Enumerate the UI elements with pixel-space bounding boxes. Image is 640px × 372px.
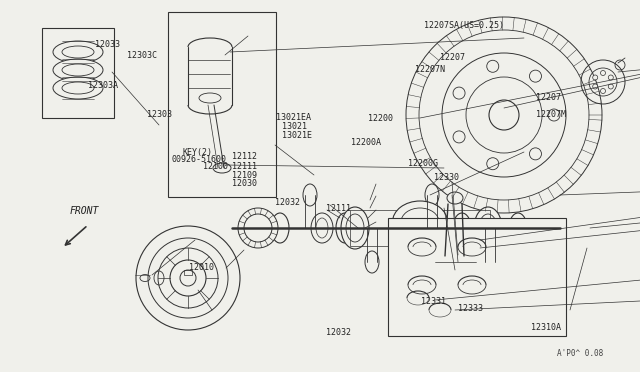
Text: FRONT: FRONT: [69, 206, 99, 216]
Text: 00926-51600: 00926-51600: [172, 155, 227, 164]
Ellipse shape: [447, 192, 463, 204]
Text: 13021: 13021: [282, 122, 307, 131]
Text: 12331: 12331: [421, 297, 446, 306]
Circle shape: [608, 84, 613, 89]
Circle shape: [238, 208, 278, 248]
Ellipse shape: [53, 59, 103, 81]
Text: 12030: 12030: [232, 179, 257, 187]
Ellipse shape: [346, 214, 364, 242]
Text: 12010: 12010: [189, 263, 214, 272]
Text: 12207: 12207: [536, 93, 561, 102]
Ellipse shape: [62, 46, 94, 58]
Ellipse shape: [474, 207, 502, 249]
Text: 12303A: 12303A: [88, 81, 118, 90]
Ellipse shape: [341, 207, 369, 249]
Text: 13021EA: 13021EA: [276, 113, 312, 122]
Circle shape: [608, 75, 613, 80]
Ellipse shape: [62, 64, 94, 76]
Circle shape: [600, 89, 605, 93]
Ellipse shape: [392, 201, 447, 243]
Ellipse shape: [53, 41, 103, 63]
Ellipse shape: [396, 213, 414, 243]
Text: 12112: 12112: [232, 153, 257, 161]
Circle shape: [593, 84, 598, 89]
Bar: [184, 270, 192, 275]
Text: 12111: 12111: [326, 204, 351, 213]
Text: 12330: 12330: [434, 173, 459, 182]
Text: 12200A: 12200A: [351, 138, 381, 147]
Ellipse shape: [425, 184, 439, 206]
Ellipse shape: [401, 208, 439, 236]
Ellipse shape: [434, 247, 476, 277]
Ellipse shape: [271, 213, 289, 243]
Ellipse shape: [453, 213, 471, 243]
Text: 12310A: 12310A: [531, 323, 561, 332]
Circle shape: [600, 71, 605, 76]
Ellipse shape: [303, 184, 317, 206]
Text: 12303C: 12303C: [127, 51, 157, 60]
Text: 12207M: 12207M: [536, 110, 566, 119]
Text: 12100: 12100: [203, 162, 228, 171]
Ellipse shape: [411, 207, 439, 249]
Ellipse shape: [441, 252, 469, 272]
Ellipse shape: [53, 77, 103, 99]
Bar: [42, 28, 114, 118]
Text: 12303: 12303: [147, 110, 172, 119]
Text: 12109: 12109: [232, 171, 257, 180]
Text: 12207SA(US=0.25): 12207SA(US=0.25): [424, 21, 504, 30]
Circle shape: [244, 214, 272, 242]
Text: 12333: 12333: [458, 304, 483, 313]
Text: 12033: 12033: [95, 40, 120, 49]
Ellipse shape: [311, 213, 333, 243]
Text: 12200G: 12200G: [408, 159, 438, 168]
Text: 12200: 12200: [368, 114, 393, 123]
Text: 12032: 12032: [326, 328, 351, 337]
Bar: [168, 12, 276, 197]
Circle shape: [593, 75, 598, 80]
Text: 12207: 12207: [440, 53, 465, 62]
Ellipse shape: [479, 214, 497, 242]
Ellipse shape: [365, 251, 379, 273]
Ellipse shape: [509, 213, 527, 243]
Text: 13021E: 13021E: [282, 131, 312, 140]
Ellipse shape: [336, 213, 354, 243]
Text: 12111: 12111: [232, 162, 257, 171]
Bar: [388, 218, 566, 336]
Text: KEY(2): KEY(2): [182, 148, 212, 157]
Text: 12032: 12032: [275, 198, 300, 207]
Ellipse shape: [416, 214, 434, 242]
Text: 12207N: 12207N: [415, 65, 445, 74]
Text: A'P0^ 0.08: A'P0^ 0.08: [557, 349, 603, 358]
Ellipse shape: [62, 82, 94, 94]
Ellipse shape: [483, 251, 497, 273]
